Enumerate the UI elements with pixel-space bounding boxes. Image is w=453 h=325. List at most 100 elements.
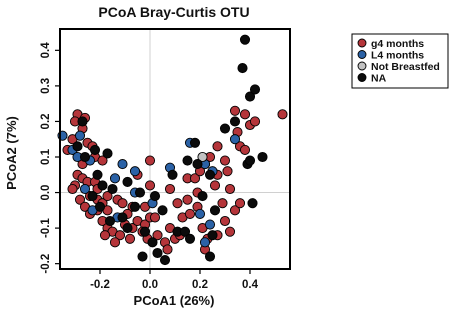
data-point — [229, 116, 241, 127]
data-point — [237, 63, 248, 74]
data-point — [152, 247, 163, 259]
series-na — [72, 34, 268, 266]
x-tick-label: 0.4 — [242, 279, 259, 291]
data-point — [149, 212, 161, 223]
y-tick-label: 0.2 — [40, 113, 52, 129]
x-axis-title: PCoA1 (26%) — [134, 293, 215, 308]
data-point — [114, 230, 126, 241]
data-point — [124, 233, 136, 244]
data-point — [277, 109, 288, 120]
data-point — [67, 183, 78, 195]
data-point — [92, 169, 103, 180]
chart-title: PCoA Bray-Curtis OTU — [98, 4, 249, 20]
data-point — [102, 191, 113, 202]
data-point — [212, 141, 223, 152]
data-point — [222, 166, 233, 177]
data-point — [257, 151, 268, 163]
y-tick-label: 0.4 — [40, 42, 52, 59]
data-point — [204, 219, 216, 230]
data-point — [149, 191, 161, 202]
series-not-breastfed — [197, 151, 208, 163]
data-point — [219, 155, 231, 166]
data-point — [122, 223, 133, 234]
data-point — [162, 244, 173, 255]
data-point — [159, 255, 171, 266]
data-point — [99, 230, 111, 241]
legend-marker — [357, 50, 367, 59]
data-point — [134, 187, 146, 198]
data-point — [229, 205, 241, 216]
data-point — [152, 230, 163, 241]
data-point — [97, 155, 108, 166]
legend-box — [351, 33, 449, 89]
data-point — [229, 105, 241, 116]
data-point — [182, 155, 193, 166]
data-point — [72, 141, 83, 152]
data-point — [217, 198, 228, 209]
data-point — [192, 159, 203, 170]
data-point — [244, 91, 256, 102]
legend-marker — [357, 73, 367, 82]
x-tick-label: 0.0 — [142, 279, 158, 291]
data-point — [219, 123, 231, 134]
legend-marker — [357, 38, 367, 48]
data-point — [164, 183, 176, 195]
data-point — [204, 169, 216, 180]
data-point — [102, 148, 113, 159]
data-point — [209, 180, 221, 191]
legend-label: g4 months — [371, 38, 424, 50]
data-point — [147, 237, 158, 248]
data-point — [209, 205, 221, 216]
data-point — [77, 116, 88, 127]
data-point — [167, 169, 178, 180]
data-point — [182, 194, 193, 205]
data-point — [179, 226, 191, 237]
data-point — [239, 144, 251, 155]
data-point — [137, 251, 148, 262]
data-point — [89, 144, 101, 155]
data-point — [157, 205, 168, 216]
data-point — [189, 173, 201, 184]
data-point — [249, 116, 261, 127]
data-point — [109, 237, 121, 248]
data-point — [74, 194, 86, 205]
legend-marker — [357, 61, 367, 71]
data-point — [219, 215, 231, 227]
data-point — [207, 230, 218, 241]
data-point — [144, 155, 156, 166]
plot-area: -0.2 0.0 0.2 0.4 -0.2 -0.1 0.0 0.1 0.2 0.3 0.4 — [40, 28, 291, 291]
y-tick-label: 0.0 — [40, 185, 52, 201]
legend-label: Not Breastfed — [371, 61, 440, 73]
data-point — [239, 34, 251, 45]
data-point — [224, 226, 236, 237]
data-point — [97, 180, 108, 191]
data-point — [249, 84, 261, 95]
data-point — [239, 109, 251, 120]
legend-label: NA — [371, 72, 387, 84]
data-point — [234, 198, 246, 209]
y-axis-title: PCoA2 (7%) — [4, 116, 19, 190]
data-point — [144, 180, 156, 191]
data-point — [172, 198, 183, 209]
data-point — [189, 137, 201, 148]
data-point — [87, 191, 98, 202]
data-point — [184, 233, 196, 244]
data-point — [129, 166, 141, 177]
y-tick-label: 0.3 — [40, 78, 52, 94]
data-point — [129, 201, 141, 212]
data-point — [204, 251, 216, 262]
legend-label: L4 months — [371, 49, 424, 61]
data-point — [194, 208, 206, 219]
data-point — [94, 201, 106, 212]
data-point — [184, 208, 196, 219]
data-point — [122, 176, 133, 187]
data-point — [199, 237, 211, 248]
y-tick-label: -0.2 — [40, 254, 52, 274]
data-point — [117, 198, 128, 209]
data-point — [79, 183, 91, 195]
x-tick-label: 0.2 — [192, 279, 208, 291]
data-point — [139, 226, 151, 237]
data-point — [74, 130, 86, 141]
